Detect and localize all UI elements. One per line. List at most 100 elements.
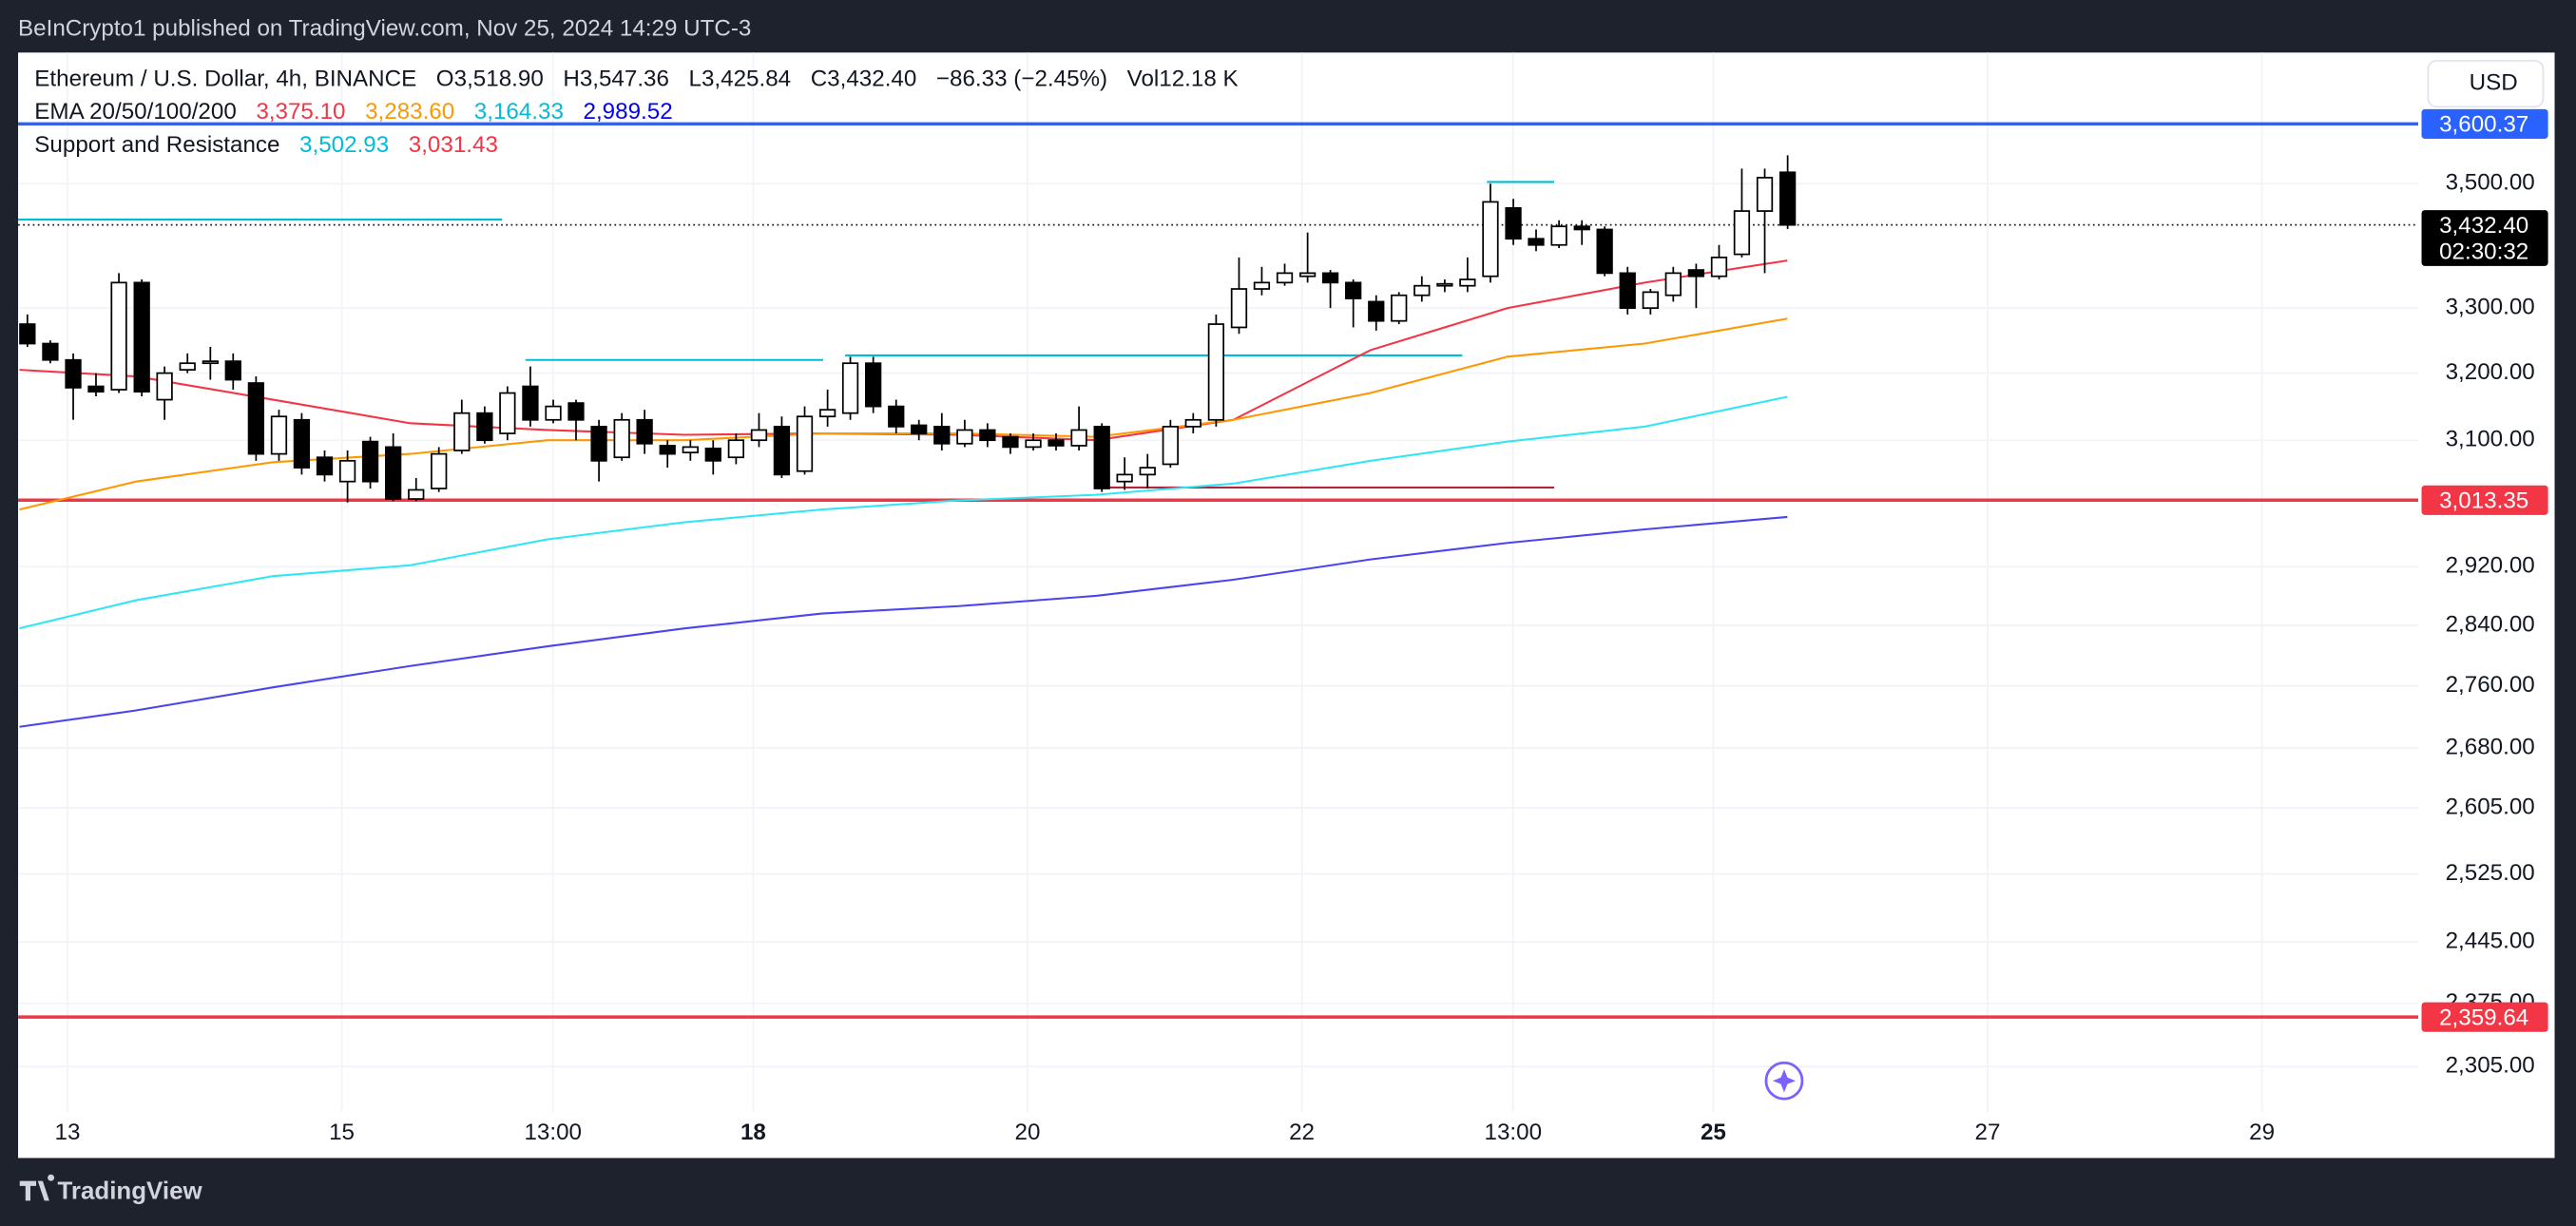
candle-body bbox=[522, 385, 539, 421]
candle-body bbox=[499, 392, 516, 434]
candle-body bbox=[1230, 288, 1248, 329]
candle-body bbox=[682, 446, 699, 454]
ema-line bbox=[19, 515, 1788, 728]
candle-body bbox=[1139, 467, 1156, 476]
candle-body bbox=[1436, 282, 1453, 287]
candle-body bbox=[1710, 257, 1728, 278]
candle-body bbox=[19, 323, 36, 345]
candle-body bbox=[361, 440, 379, 483]
candle-body bbox=[659, 445, 676, 455]
candle-body bbox=[545, 405, 562, 421]
candle-body bbox=[453, 412, 471, 451]
y-tick-label: 2,525.00 bbox=[2446, 860, 2535, 886]
candle-body bbox=[956, 429, 973, 445]
sr-title: Support and Resistance bbox=[34, 132, 279, 158]
candle-body bbox=[1642, 291, 1659, 310]
y-tick-label: 2,605.00 bbox=[2446, 795, 2535, 820]
x-tick-label: 20 bbox=[1015, 1120, 1041, 1145]
candle-body bbox=[1298, 272, 1317, 278]
price-badge-label: 3,013.35 bbox=[2439, 488, 2528, 513]
candle-body bbox=[636, 418, 653, 445]
y-tick-label: 2,680.00 bbox=[2446, 734, 2535, 759]
y-tick-label: 3,300.00 bbox=[2446, 295, 2535, 320]
price-badge bbox=[2421, 1002, 2548, 1032]
candle-body bbox=[1184, 418, 1201, 428]
candle-body bbox=[888, 405, 905, 428]
candle-body bbox=[865, 362, 882, 408]
ema-legend: EMA 20/50/100/200 3,375.10 3,283.60 3,16… bbox=[34, 100, 672, 125]
ohlc-label: H bbox=[563, 67, 579, 92]
currency[interactable]: USD bbox=[2470, 70, 2518, 96]
x-tick-label: 13:00 bbox=[524, 1120, 582, 1145]
chart-panel bbox=[18, 52, 2555, 1159]
candle-body bbox=[1459, 278, 1476, 287]
ohlc-value: 3,432.40 bbox=[827, 67, 916, 92]
candle-body bbox=[613, 418, 630, 459]
y-tick-label: 2,760.00 bbox=[2446, 672, 2535, 698]
plot-area bbox=[18, 122, 2419, 1019]
x-tick-label: 29 bbox=[2249, 1120, 2275, 1145]
candle-body bbox=[727, 439, 745, 459]
candle-body bbox=[1002, 435, 1019, 449]
candle-body bbox=[293, 418, 311, 469]
y-tick-label: 3,200.00 bbox=[2446, 359, 2535, 385]
candle-body bbox=[796, 415, 814, 472]
candle-body bbox=[1025, 439, 1042, 449]
candle-body bbox=[1207, 323, 1225, 421]
currency-button[interactable] bbox=[2427, 60, 2545, 108]
events-icon-star bbox=[1772, 1069, 1797, 1093]
candle-body bbox=[1093, 426, 1110, 489]
candle-body bbox=[1619, 272, 1636, 310]
price-badge-label: 2,359.64 bbox=[2439, 1005, 2528, 1030]
candle-body bbox=[431, 452, 448, 489]
volume: 12.18 K bbox=[1159, 67, 1238, 92]
candle-body bbox=[1482, 201, 1499, 278]
candle-body bbox=[1116, 473, 1133, 483]
candle-body bbox=[1368, 300, 1385, 322]
candle-body bbox=[841, 362, 859, 414]
ohlc-value: 3,425.84 bbox=[702, 67, 791, 92]
y-tick-label: 2,920.00 bbox=[2446, 553, 2535, 579]
ema-line bbox=[19, 395, 1788, 630]
candle-body bbox=[1162, 426, 1179, 466]
candle-body bbox=[1756, 177, 1774, 212]
ohlc-label: O bbox=[436, 67, 454, 92]
ema-value: 3,283.60 bbox=[365, 100, 454, 125]
candle-body bbox=[247, 382, 265, 455]
candle-body bbox=[1070, 429, 1087, 447]
axes: 3,500.00 3,300.00 3,200.00 3,100.00 2,920.00… bbox=[55, 170, 2535, 1145]
candle-body bbox=[1528, 238, 1545, 246]
ohlc-value: 3,547.36 bbox=[580, 67, 669, 92]
ema-value: 3,164.33 bbox=[474, 100, 564, 125]
candle-body bbox=[270, 415, 288, 455]
candle-body bbox=[818, 409, 836, 418]
price-badge-label: 3,600.37 bbox=[2439, 112, 2528, 138]
last-price-badge bbox=[2421, 210, 2548, 266]
brand: TradingView bbox=[58, 1178, 203, 1205]
last-price-label: 3,432.40 bbox=[2439, 213, 2528, 239]
symbol-legend: Ethereum / U.S. Dollar, 4h, BINANCE O 3,5… bbox=[34, 67, 1238, 92]
y-tick-label: 3,100.00 bbox=[2446, 427, 2535, 452]
candle-body bbox=[87, 385, 105, 393]
candle-body bbox=[110, 281, 127, 391]
countdown: 02:30:32 bbox=[2439, 239, 2528, 264]
candle-body bbox=[1733, 210, 1751, 256]
candle-body bbox=[408, 488, 425, 500]
x-tick-label: 13 bbox=[55, 1120, 81, 1145]
candle-body bbox=[42, 342, 59, 361]
y-tick-label: 2,445.00 bbox=[2446, 929, 2535, 954]
y-tick-label: 2,305.00 bbox=[2446, 1053, 2535, 1079]
candle-body bbox=[316, 456, 334, 476]
volume-label: Vol bbox=[1127, 67, 1160, 92]
candle-body bbox=[750, 429, 768, 442]
candle-body bbox=[338, 459, 356, 483]
x-tick-label: 18 bbox=[740, 1120, 766, 1145]
sr-legend: Support and Resistance 3,502.93 3,031.43 bbox=[34, 132, 498, 158]
candle-body bbox=[1505, 206, 1522, 240]
symbol: Ethereum / U.S. Dollar, 4h, BINANCE bbox=[34, 67, 416, 92]
x-tick-label: 22 bbox=[1289, 1120, 1315, 1145]
brand-logo bbox=[19, 1174, 55, 1201]
candle-body bbox=[1573, 225, 1590, 231]
